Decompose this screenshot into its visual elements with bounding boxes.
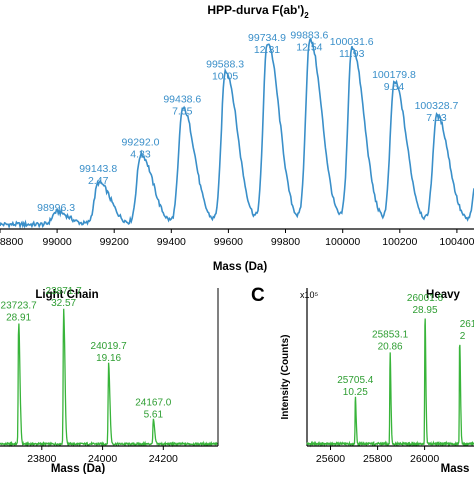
peak-percent-label: 19.16 [96, 353, 121, 364]
light-chain-title: Light Chain [35, 289, 98, 301]
peak-percent-label: 7.13 [426, 112, 447, 124]
heavy-chain-x-axis-label: Mass [441, 463, 470, 474]
peak-percent-label: 10.25 [343, 387, 368, 398]
peak-mass-label: 23723.7 [1, 300, 38, 311]
peak-mass-label: 100179.8 [372, 69, 416, 81]
peak-mass-label: 99734.9 [248, 32, 286, 44]
x-tick-label: 25800 [363, 453, 392, 465]
peak-percent-label: 11.93 [339, 48, 365, 60]
x-tick-label: 100200 [382, 236, 417, 248]
x-tick-label: 99800 [271, 236, 300, 248]
x-tick-label: 99200 [100, 236, 129, 248]
peak-mass-label: 25853.1 [372, 330, 409, 341]
panel-label-c: C [251, 285, 265, 306]
peak-percent-label: 12.31 [254, 44, 280, 56]
x-tick-label: 25600 [316, 453, 345, 465]
peak-mass-label: 100031.6 [330, 36, 374, 48]
peak-mass-label: 23871.7 [46, 286, 83, 297]
light-chain-x-ticks: 23800 24000 24200 [27, 446, 178, 465]
heavy-chain-spectrum-line [306, 318, 474, 448]
top-chart: HPP-durva F(ab')2 98996.3 99143.82.47 9929… [0, 3, 474, 273]
x-tick-label: 99000 [42, 236, 71, 248]
peak-mass-label: 26001.6 [407, 293, 444, 304]
x-tick-label: 23800 [27, 453, 56, 465]
peak-mass-label: 99588.3 [206, 58, 244, 70]
peak-mass-label: 100328.7 [415, 100, 459, 112]
light-chain-spectrum-line [0, 308, 219, 448]
x-tick-label: 99600 [214, 236, 243, 248]
peak-mass-label: 98996.3 [37, 202, 75, 214]
light-chain-x-axis-label: Mass (Da) [51, 463, 105, 474]
peak-mass-label: 24167.0 [135, 398, 172, 409]
peak-percent-label: 32.57 [51, 298, 76, 309]
heavy-chain-title: Heavy [426, 289, 460, 301]
peak-mass-label: 99438.6 [163, 94, 201, 106]
light-chain-chart: Light Chain 23723.728.91 23871.732.57 2401… [0, 286, 219, 475]
peak-mass-label: 99883.6 [290, 30, 328, 42]
heavy-chain-x-ticks: 25600 25800 26000 [316, 446, 439, 465]
top-peak-labels: 98996.399143.82.4799292.04.3399438.67.55… [37, 30, 459, 215]
x-tick-label: 99400 [157, 236, 186, 248]
y-axis-exponent: x10⁵ [300, 290, 319, 300]
chart-title: HPP-durva F(ab')2 [207, 3, 309, 20]
peak-mass-label: 24019.7 [91, 341, 128, 352]
x-tick-label: 26000 [410, 453, 439, 465]
top-x-axis-label: Mass (Da) [213, 261, 267, 273]
y-axis-label: Intensity (Counts) [280, 335, 291, 420]
heavy-chain-chart: C Heavy Intensity (Counts) x10⁵ 25705.41… [251, 285, 474, 475]
x-tick-label: 100000 [325, 236, 360, 248]
peak-mass-label: 99292.0 [122, 137, 160, 149]
x-tick-label: 24200 [149, 453, 178, 465]
peak-percent-label: 12.54 [296, 42, 322, 54]
peak-percent-label: 20.86 [378, 342, 403, 353]
peak-percent-label: 2 [460, 331, 466, 342]
x-tick-label: 24000 [88, 453, 117, 465]
peak-mass-label: 99143.8 [79, 163, 117, 175]
top-x-ticks: 98800 99000 99200 99400 99600 99800 100000 1002… [0, 229, 474, 248]
x-tick-label: 100400 [439, 236, 474, 248]
peak-mass-label: 25705.4 [337, 375, 374, 386]
x-tick-label: 98800 [0, 236, 23, 248]
peak-percent-label: 2.47 [88, 175, 109, 187]
light-chain-peak-labels: 23723.728.91 23871.732.57 24019.719.16 2416… [1, 286, 172, 421]
peak-percent-label: 5.61 [144, 410, 164, 421]
top-spectrum-line [0, 38, 474, 230]
chart-title-subscript: 2 [304, 11, 309, 20]
peak-percent-label: 28.95 [412, 305, 437, 316]
peak-percent-label: 28.91 [6, 312, 31, 323]
peak-mass-label: 261 [460, 319, 474, 330]
